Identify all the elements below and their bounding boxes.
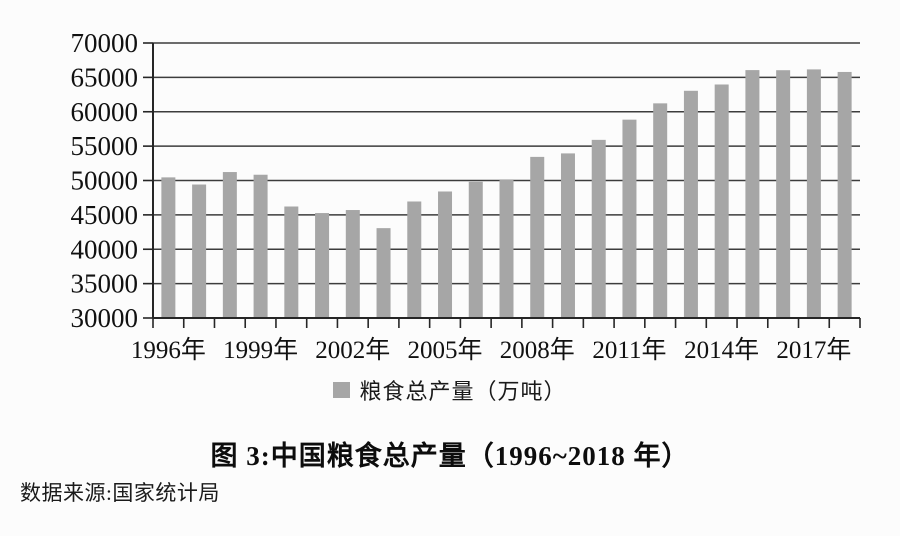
y-tick-label: 65000 (71, 62, 139, 92)
bar-2003 (376, 228, 391, 318)
x-tick-label: 2005年 (408, 336, 483, 364)
legend-label: 粮食总产量（万吨） (359, 379, 567, 404)
y-tick-label: 30000 (71, 303, 139, 333)
bar-2006 (468, 181, 483, 318)
grain-output-bar-chart: 30000 35000 40000 45000 50000 55000 60000 65000… (71, 28, 861, 364)
bar-2015 (745, 70, 760, 318)
bar-2018 (837, 71, 852, 318)
bar-2011 (622, 119, 637, 318)
data-source-note: 数据来源:国家统计局 (20, 481, 220, 505)
bar-1999 (253, 174, 268, 318)
bar-2007 (499, 179, 514, 318)
y-tick-label: 50000 (71, 166, 139, 196)
bar-2002 (345, 210, 360, 318)
bar-2001 (315, 213, 330, 318)
y-tick-label: 45000 (71, 200, 139, 230)
x-tick-label: 2008年 (500, 336, 575, 364)
bar-2013 (683, 90, 698, 318)
x-tick-label: 1996年 (131, 336, 206, 364)
y-tick-label: 35000 (71, 269, 139, 299)
x-tick-label: 1999年 (223, 336, 298, 364)
y-tick-label: 70000 (71, 28, 139, 58)
chart-title: 图 3:中国粮食总产量（1996~2018 年） (210, 441, 690, 471)
bar-2016 (776, 70, 791, 319)
y-tick-label: 55000 (71, 131, 139, 161)
bar-1996 (161, 177, 176, 318)
bar-2004 (407, 201, 422, 318)
bar-2017 (806, 69, 821, 318)
x-tick-label: 2011年 (592, 336, 666, 364)
bar-2005 (438, 191, 453, 318)
x-tick-label: 2014年 (684, 336, 759, 364)
bar-2009 (560, 153, 575, 318)
x-tick-label: 2017年 (776, 336, 851, 364)
bar-2012 (653, 103, 668, 318)
y-tick-label: 40000 (71, 234, 139, 264)
bar-1998 (222, 172, 237, 318)
bar-2010 (591, 139, 606, 318)
bar-2008 (530, 156, 545, 318)
bar-1997 (192, 184, 207, 318)
legend: 粮食总产量（万吨） (0, 374, 900, 406)
y-tick-label: 60000 (71, 97, 139, 127)
x-tick-label: 2002年 (315, 336, 390, 364)
legend-marker-square (333, 382, 351, 398)
bar-2000 (284, 206, 299, 318)
bar-2014 (714, 84, 729, 318)
